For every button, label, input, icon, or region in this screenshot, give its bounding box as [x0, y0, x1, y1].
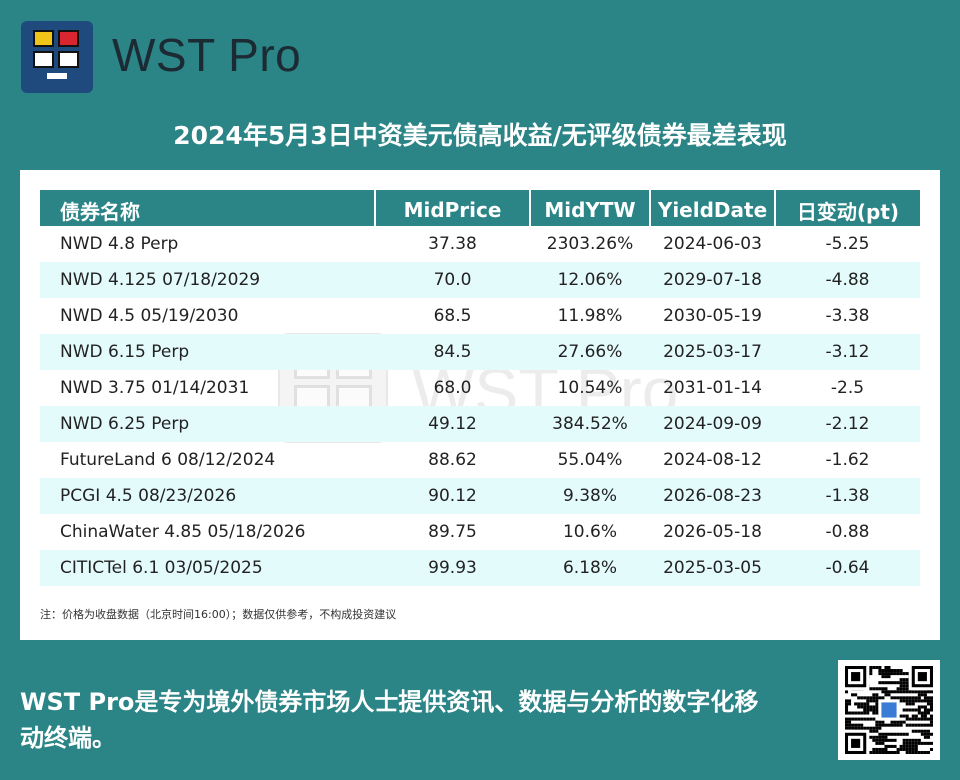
- header-daily-change: 日变动(pt): [775, 190, 920, 226]
- header-mid-price: MidPrice: [375, 190, 531, 226]
- daily-change-cell: -5.25: [825, 234, 870, 254]
- bond-name-cell: ChinaWater 4.85 05/18/2026: [60, 522, 306, 542]
- bond-name-cell: NWD 6.25 Perp: [40, 406, 375, 442]
- table-row: NWD 6.25 Perp 49.12 384.52% 2024-09-09 -2.12: [40, 406, 920, 442]
- bond-table: 债券名称 MidPrice MidYTW YieldDate 日变动(pt) N…: [40, 190, 920, 586]
- yield-date-cell: 2025-03-05: [650, 550, 775, 586]
- yield-date-cell: 2029-07-18: [650, 262, 775, 298]
- table-row: PCGI 4.5 08/23/2026 90.12 9.38% 2026-08-23-…: [40, 478, 920, 514]
- yield-date-cell: 2026-08-23: [650, 478, 775, 514]
- mid-ytw-cell: 10.6%: [562, 522, 617, 542]
- qr-code-icon: [838, 660, 940, 760]
- mid-ytw-cell: 11.98%: [557, 306, 623, 326]
- daily-change-cell: -3.12: [775, 334, 920, 370]
- yield-date-cell: 2026-05-18: [663, 522, 762, 542]
- daily-change-cell: -1.38: [775, 478, 920, 514]
- header-mid-ytw: MidYTW: [530, 190, 651, 226]
- bond-name-cell: NWD 4.5 05/19/2030: [60, 306, 239, 326]
- mid-ytw-cell: 2303.26%: [546, 234, 634, 254]
- header-bond-name: 债券名称: [40, 190, 376, 226]
- mid-price-cell: 89.75: [428, 522, 477, 542]
- bond-name-cell: NWD 3.75 01/14/2031: [60, 378, 250, 398]
- yield-date-cell: 2030-05-19: [663, 306, 762, 326]
- table-panel: WST Pro 债券名称 MidPrice MidYTW YieldDate 日…: [20, 170, 940, 640]
- brand-name: WST Pro: [112, 29, 302, 81]
- yield-date-cell: 2025-03-17: [650, 334, 775, 370]
- daily-change-cell: -2.12: [775, 406, 920, 442]
- mid-ytw-cell: 9.38%: [530, 478, 650, 514]
- mid-ytw-cell: 27.66%: [530, 334, 650, 370]
- page-title: 2024年5月3日中资美元债高收益/无评级债券最差表现: [173, 121, 787, 150]
- header-yield-date: YieldDate: [650, 190, 776, 226]
- yield-date-cell: 2031-01-14: [663, 378, 762, 398]
- mid-ytw-cell: 6.18%: [530, 550, 650, 586]
- mid-price-cell: 90.12: [375, 478, 530, 514]
- table-row: NWD 6.15 Perp 84.5 27.66% 2025-03-17 -3.12: [40, 334, 920, 370]
- table-header-row: 债券名称 MidPrice MidYTW YieldDate 日变动(pt): [40, 190, 920, 226]
- table-row: ChinaWater 4.85 05/18/2026 89.75 10.6% 2026…: [40, 514, 920, 550]
- daily-change-cell: -0.88: [825, 522, 870, 542]
- mid-ytw-cell: 12.06%: [530, 262, 650, 298]
- mid-price-cell: 70.0: [375, 262, 530, 298]
- table-row: FutureLand 6 08/12/2024 88.62 55.04% 2024-0…: [40, 442, 920, 478]
- mid-price-cell: 68.5: [433, 306, 472, 326]
- bond-name-cell: NWD 4.8 Perp: [60, 234, 179, 254]
- mid-price-cell: 84.5: [375, 334, 530, 370]
- daily-change-cell: -1.62: [825, 450, 870, 470]
- mid-price-cell: 88.62: [428, 450, 477, 470]
- table-row: NWD 4.5 05/19/2030 68.5 11.98% 2030-05-19 -3…: [40, 298, 920, 334]
- table-row: NWD 4.8 Perp 37.38 2303.26% 2024-06-03 -5.25: [40, 226, 920, 262]
- daily-change-cell: -0.64: [775, 550, 920, 586]
- yield-date-cell: 2024-08-12: [663, 450, 762, 470]
- table-row: NWD 4.125 07/18/2029 70.0 12.06% 2029-07-18…: [40, 262, 920, 298]
- mid-ytw-cell: 384.52%: [530, 406, 650, 442]
- table-row: NWD 3.75 01/14/2031 68.0 10.54% 2031-01-14 -…: [40, 370, 920, 406]
- yield-date-cell: 2024-06-03: [663, 234, 762, 254]
- daily-change-cell: -3.38: [825, 306, 870, 326]
- bond-name-cell: FutureLand 6 08/12/2024: [60, 450, 276, 470]
- monitor-logo-icon: [21, 21, 93, 93]
- table-row: CITICTel 6.1 03/05/2025 99.93 6.18% 2025-03…: [40, 550, 920, 586]
- mid-ytw-cell: 55.04%: [557, 450, 623, 470]
- yield-date-cell: 2024-09-09: [650, 406, 775, 442]
- tagline: WST Pro是专为境外债券市场人士提供资讯、数据与分析的数字化移动终端。: [20, 688, 759, 752]
- bond-name-cell: CITICTel 6.1 03/05/2025: [40, 550, 375, 586]
- bond-name-cell: NWD 4.125 07/18/2029: [40, 262, 375, 298]
- daily-change-cell: -2.5: [830, 378, 865, 398]
- bond-name-cell: NWD 6.15 Perp: [40, 334, 375, 370]
- mid-ytw-cell: 10.54%: [557, 378, 623, 398]
- mid-price-cell: 99.93: [375, 550, 530, 586]
- footnote: 注：价格为收盘数据（北京时间16:00）；数据仅供参考，不构成投资建议: [40, 608, 397, 621]
- mid-price-cell: 37.38: [428, 234, 477, 254]
- mid-price-cell: 68.0: [433, 378, 472, 398]
- mid-price-cell: 49.12: [375, 406, 530, 442]
- bond-name-cell: PCGI 4.5 08/23/2026: [40, 478, 375, 514]
- daily-change-cell: -4.88: [775, 262, 920, 298]
